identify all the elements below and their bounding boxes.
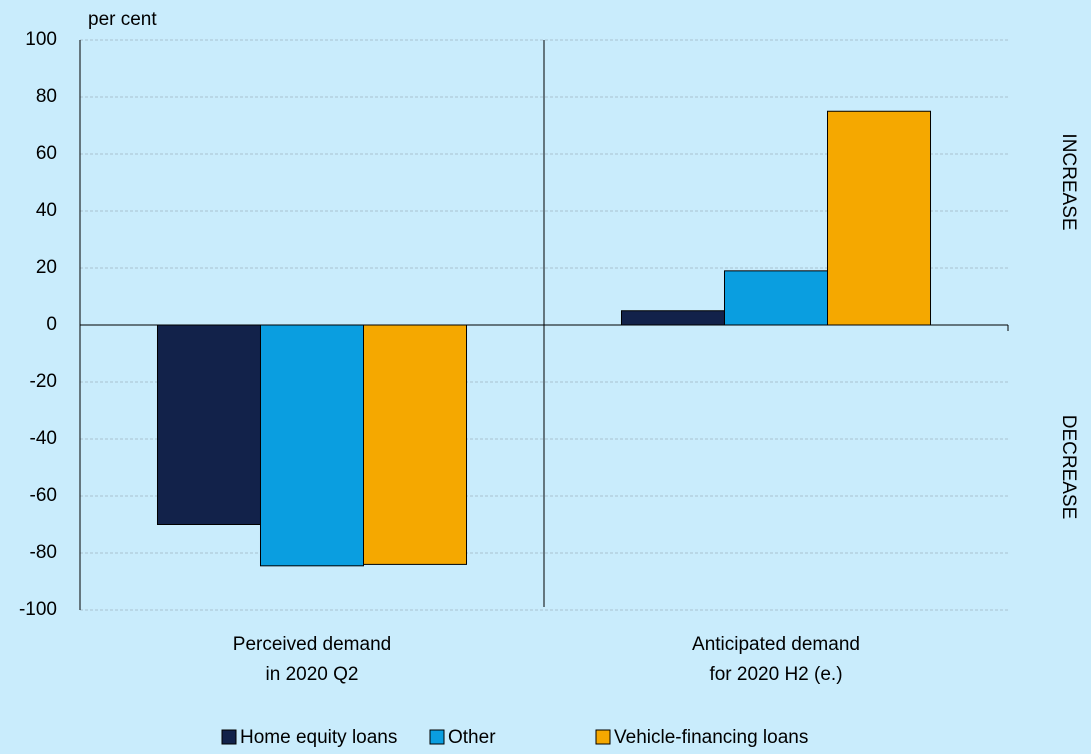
bar: [827, 110, 932, 326]
y-tick-label: 20: [36, 257, 57, 278]
bar: [620, 310, 725, 326]
legend-label: Vehicle-financing loans: [614, 727, 808, 748]
legend-swatch: [595, 729, 611, 745]
bar: [363, 324, 468, 565]
y-tick-label: 100: [25, 29, 57, 50]
y-tick-label: -100: [19, 599, 57, 620]
y-tick-label: -80: [30, 542, 57, 563]
y-tick-label: 0: [46, 314, 57, 335]
legend-swatch: [221, 729, 237, 745]
decrease-label: DECREASE: [1058, 415, 1079, 520]
bar: [723, 270, 829, 326]
y-tick-label: 60: [36, 143, 57, 164]
x-tick-label: Perceived demand in 2020 Q2: [232, 634, 392, 685]
bar: [259, 324, 365, 567]
legend-label: Other: [448, 727, 496, 748]
y-tick-label: 40: [36, 200, 57, 221]
increase-label: INCREASE: [1058, 133, 1079, 230]
unit-label: per cent: [88, 9, 157, 30]
legend-swatch: [429, 729, 445, 745]
x-tick-label: Anticipated demand for 2020 H2 (e.): [692, 634, 860, 685]
y-tick-label: -40: [30, 428, 57, 449]
y-tick-label: -20: [30, 371, 57, 392]
y-tick-label: 80: [36, 86, 57, 107]
bar: [156, 324, 261, 525]
y-tick-label: -60: [30, 485, 57, 506]
legend-label: Home equity loans: [240, 727, 397, 748]
